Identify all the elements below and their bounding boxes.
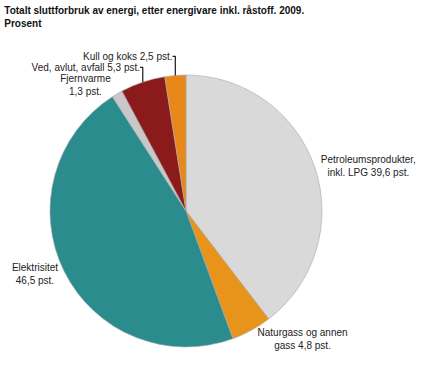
svg-text:Elektrisitet46,5 pst.: Elektrisitet46,5 pst. bbox=[12, 262, 58, 286]
svg-text:Kull og koks 2,5 pst.: Kull og koks 2,5 pst. bbox=[83, 51, 173, 62]
svg-text:Petroleumsprodukter,inkl. LPG: Petroleumsprodukter,inkl. LPG 39,6 pst. bbox=[321, 154, 416, 178]
svg-text:Naturgass og annengass 4,8 pst: Naturgass og annengass 4,8 pst. bbox=[258, 327, 348, 351]
svg-text:Ved, avlut, avfall 5,3 pst.: Ved, avlut, avfall 5,3 pst. bbox=[32, 62, 140, 73]
svg-text:Fjernvarme1,3 pst.: Fjernvarme1,3 pst. bbox=[60, 73, 111, 97]
svg-text:Totalt sluttforbruk av energi,: Totalt sluttforbruk av energi, etter ene… bbox=[4, 5, 304, 29]
